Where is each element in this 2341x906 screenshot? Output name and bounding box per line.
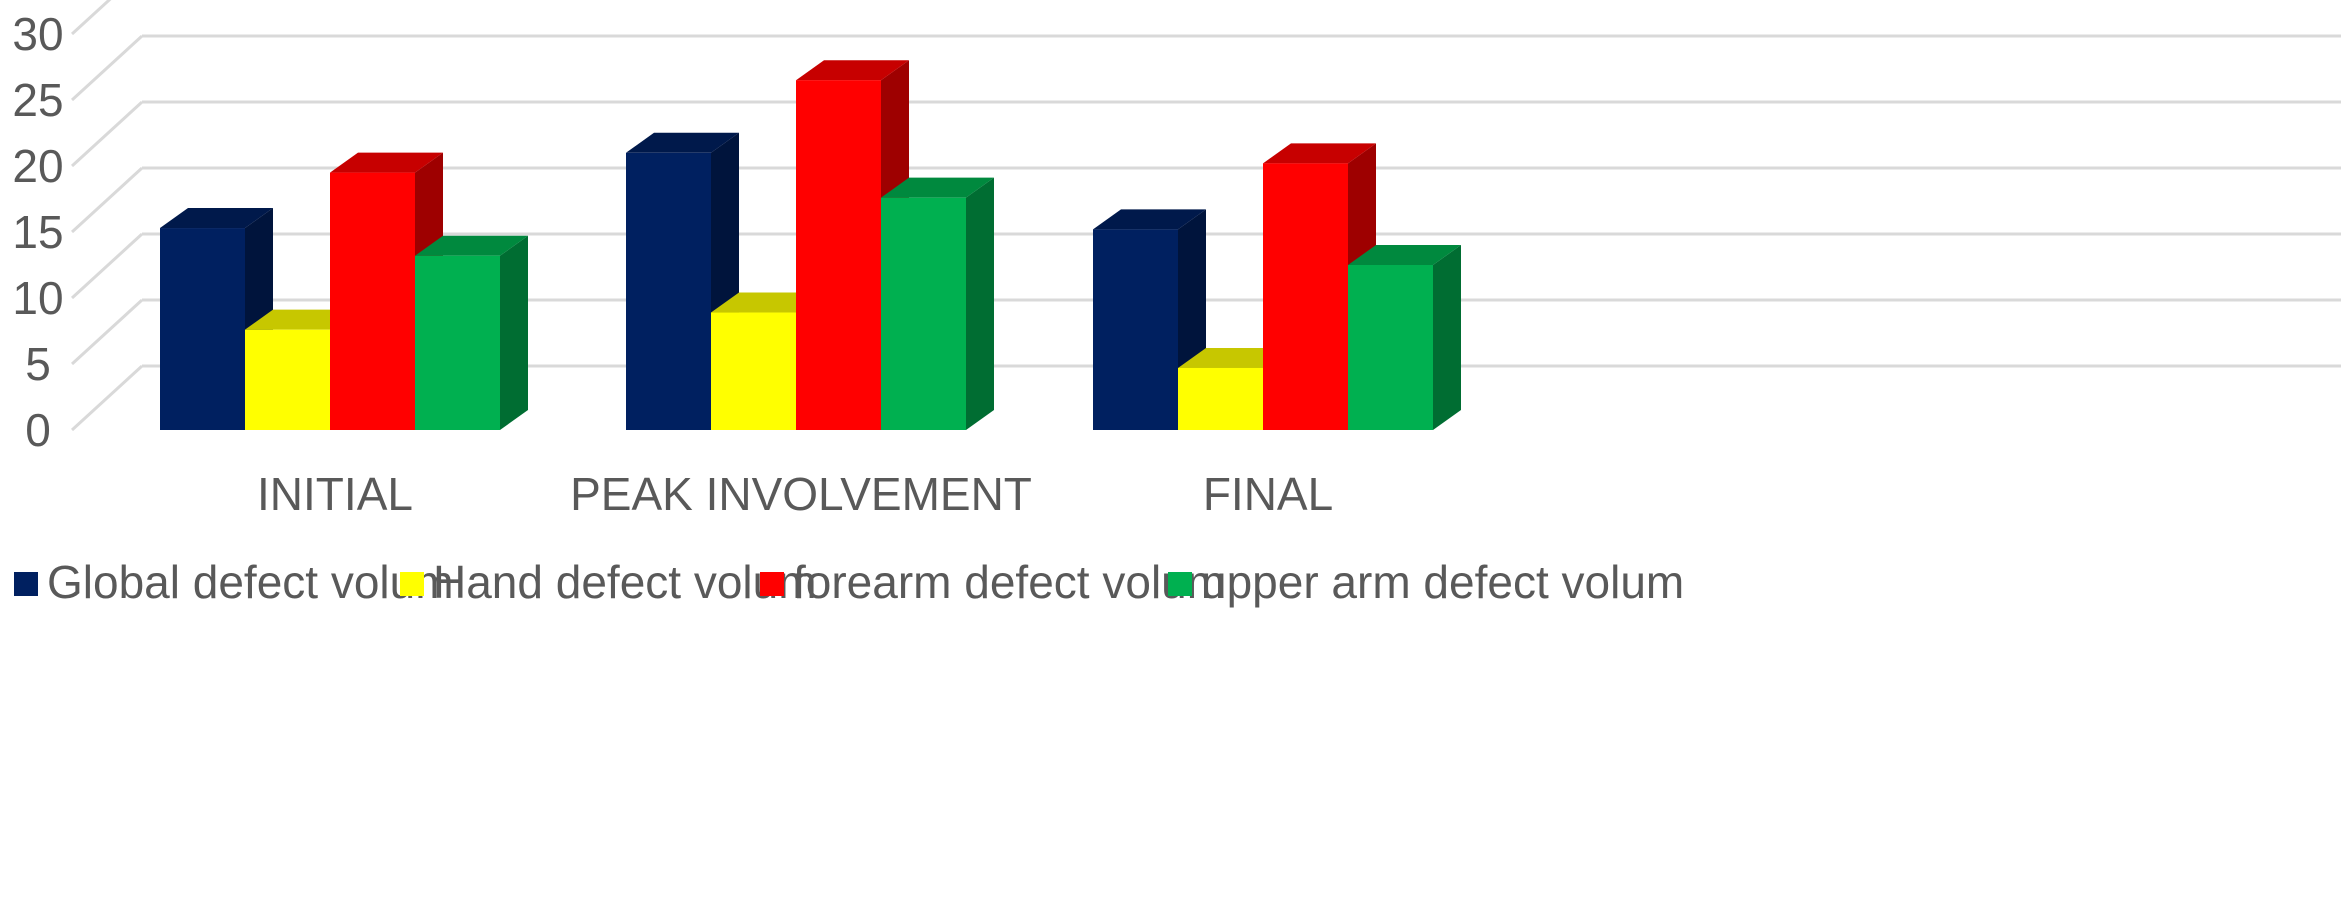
y-tick-label: 25 <box>12 74 63 126</box>
category-label: PEAK INVOLVEMENT <box>570 468 1032 520</box>
gridline-diagonal <box>70 364 144 432</box>
bar-top <box>1263 143 1376 164</box>
legend-swatch <box>760 572 784 596</box>
gridline-diagonal <box>70 34 144 102</box>
bar-top <box>330 152 443 173</box>
bar-front <box>881 197 966 430</box>
bar-top <box>1348 245 1461 265</box>
bar-top <box>160 208 273 229</box>
bar-front <box>1263 163 1348 431</box>
legend-label: forearm defect volum <box>793 556 1225 608</box>
y-tick-label: 30 <box>12 8 63 60</box>
bar <box>415 235 528 430</box>
gridline-diagonal <box>70 100 144 168</box>
legend-swatch <box>1168 572 1192 596</box>
bar <box>1348 245 1461 430</box>
legend-label: Global defect volum <box>47 556 454 608</box>
bar-top <box>415 235 528 256</box>
gridline-diagonal <box>70 0 112 36</box>
category-label: INITIAL <box>257 468 413 520</box>
legend-item: Global defect volum <box>14 556 454 608</box>
y-tick-label: 5 <box>25 338 51 390</box>
legend-item: upper arm defect volum <box>1168 556 1684 608</box>
gridline-diagonal <box>70 232 144 300</box>
bar-front <box>1178 367 1263 430</box>
bar-front <box>796 80 881 430</box>
legend-item: forearm defect volum <box>760 556 1225 608</box>
legend-swatch <box>14 572 38 596</box>
y-tick-label: 20 <box>12 140 63 192</box>
y-tick-label: 0 <box>25 404 51 456</box>
gridline-diagonal <box>70 298 144 366</box>
legend-label: upper arm defect volum <box>1201 556 1684 608</box>
bar-side <box>1433 245 1461 430</box>
bar-top <box>245 309 358 330</box>
bar-front <box>415 255 500 430</box>
bar <box>881 177 994 430</box>
y-tick-label: 15 <box>12 206 63 258</box>
category-label: FINAL <box>1203 468 1333 520</box>
legend-label: Hand defect volum <box>433 556 817 608</box>
bar-front <box>330 172 415 430</box>
legend-swatch <box>400 572 424 596</box>
bar-top <box>881 177 994 198</box>
bar-side <box>966 177 994 430</box>
gridline-diagonal <box>70 166 144 234</box>
bar-top <box>1093 209 1206 230</box>
bar-front <box>1348 265 1433 430</box>
y-tick-label: 10 <box>12 272 63 324</box>
y-axis-ticks: 0 5 10 15 20 25 30 <box>12 8 63 456</box>
legend-item: Hand defect volum <box>400 556 817 608</box>
x-axis-categories: INITIAL PEAK INVOLVEMENT FINAL <box>257 468 1333 520</box>
bar-top <box>711 292 824 313</box>
bar-front <box>626 152 711 431</box>
bar-top <box>1178 347 1291 368</box>
bar-top <box>626 132 739 153</box>
bars <box>160 60 1461 431</box>
bar-front <box>711 312 796 430</box>
bar-front <box>1093 229 1178 430</box>
bar-side <box>500 235 528 430</box>
bar-front <box>160 228 245 430</box>
bar-top <box>796 60 909 81</box>
bar-front <box>245 329 330 430</box>
